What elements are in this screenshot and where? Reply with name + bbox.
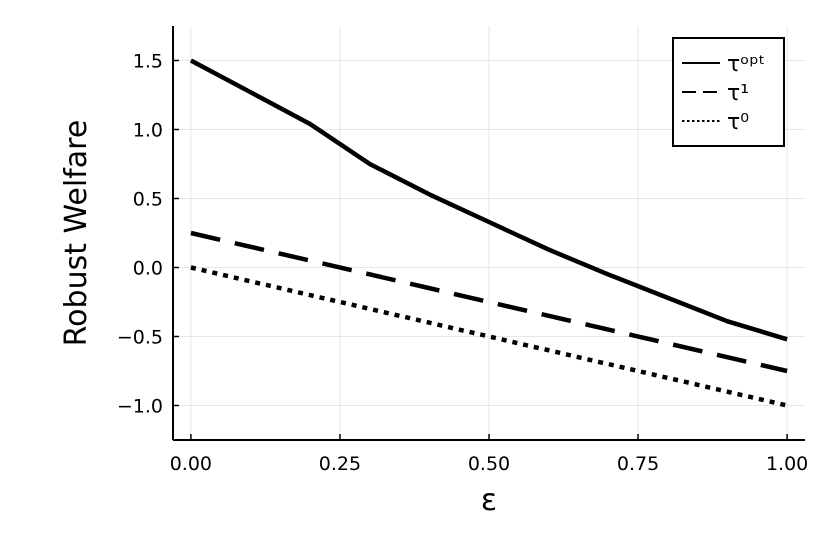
y-tick-label: 1.5 <box>133 51 163 73</box>
series-line-dashed <box>190 230 788 374</box>
y-tick-label: −0.5 <box>117 327 163 349</box>
x-ticks: 0.00 0.25 0.50 0.75 1.00 <box>170 434 808 475</box>
x-tick-label: 0.00 <box>170 453 212 475</box>
y-ticks: −1.0 −0.5 0.0 0.5 1.0 1.5 <box>117 51 179 418</box>
x-tick-label: 1.00 <box>766 453 808 475</box>
x-tick-label: 0.25 <box>319 453 361 475</box>
x-axis-title: ε <box>481 483 497 518</box>
y-tick-label: 1.0 <box>133 120 163 142</box>
series-line-solid <box>189 58 788 342</box>
series-line-dotted <box>190 265 788 408</box>
series-lines <box>189 58 788 408</box>
y-tick-label: 0.5 <box>133 189 163 211</box>
y-axis-title: Robust Welfare <box>59 120 94 347</box>
legend-label: τᵒᵖᵗ <box>727 52 765 77</box>
x-tick-label: 0.75 <box>617 453 659 475</box>
legend-label: τ⁰ <box>727 110 749 135</box>
legend-label: τ¹ <box>727 81 749 106</box>
legend: τᵒᵖᵗ τ¹ τ⁰ <box>672 37 785 147</box>
legend-box <box>672 37 785 147</box>
y-tick-label: −1.0 <box>117 396 163 418</box>
x-tick-label: 0.50 <box>468 453 510 475</box>
y-tick-label: 0.0 <box>133 258 163 280</box>
